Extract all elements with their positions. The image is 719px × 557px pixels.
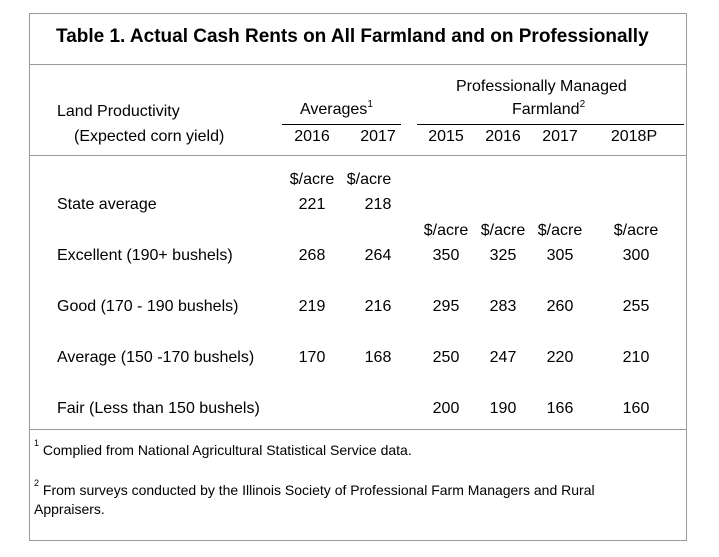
footnote-1-mark: 1: [34, 438, 40, 448]
header-prof-line1: Professionally Managed: [456, 78, 627, 95]
cell-avg-2016: 219: [298, 298, 326, 315]
averages-underline: [282, 124, 401, 125]
unit-prof-2015: $/acre: [423, 222, 469, 239]
cell-prof-2018: 160: [622, 400, 650, 417]
rule-bottom: [30, 429, 686, 430]
header-averages: Averages1: [300, 99, 373, 118]
unit-prof-2018: $/acre: [613, 222, 659, 239]
row-label: Good (170 - 190 bushels): [57, 298, 239, 315]
cell-avg-2017: 218: [364, 196, 392, 213]
row-label: Fair (Less than 150 bushels): [57, 400, 260, 417]
rule-top: [30, 64, 686, 65]
header-expected-yield: (Expected corn yield): [74, 128, 225, 145]
cell-prof-2016: 247: [489, 349, 517, 366]
row-label: Average (150 -170 bushels): [57, 349, 255, 366]
cell-prof-2017: 166: [546, 400, 574, 417]
cell-prof-2015: 250: [432, 349, 460, 366]
year-prof-2016: 2016: [485, 128, 521, 145]
cell-avg-2017: 216: [364, 298, 392, 315]
footnote-2-mark: 2: [34, 478, 40, 488]
cell-avg-2016: 268: [298, 247, 326, 264]
averages-footnote-mark: 1: [367, 99, 373, 110]
cell-prof-2016: 325: [489, 247, 517, 264]
row-label: Excellent (190+ bushels): [57, 247, 233, 264]
year-avg-2016: 2016: [294, 128, 330, 145]
row-label: State average: [57, 196, 157, 213]
table-title: Table 1. Actual Cash Rents on All Farmla…: [56, 26, 649, 47]
cell-prof-2017: 305: [546, 247, 574, 264]
prof-underline: [417, 124, 684, 125]
unit-avg-2016: $/acre: [289, 171, 335, 188]
cell-avg-2016: 170: [298, 349, 326, 366]
unit-prof-2017: $/acre: [537, 222, 583, 239]
year-prof-2018: 2018P: [610, 128, 658, 145]
header-prof-line2: Farmland2: [512, 99, 586, 118]
cell-avg-2017: 168: [364, 349, 392, 366]
cell-prof-2018: 210: [622, 349, 650, 366]
cell-avg-2016: 221: [298, 196, 326, 213]
footnote-1: 1 Complied from National Agricultural St…: [34, 438, 412, 458]
cell-prof-2015: 200: [432, 400, 460, 417]
unit-avg-2017: $/acre: [346, 171, 392, 188]
cell-prof-2018: 300: [622, 247, 650, 264]
footnote-2: 2 From surveys conducted by the Illinois…: [34, 478, 595, 498]
table-frame: [29, 13, 687, 541]
cell-prof-2015: 295: [432, 298, 460, 315]
cell-avg-2017: 264: [364, 247, 392, 264]
year-prof-2017: 2017: [542, 128, 578, 145]
cell-prof-2018: 255: [622, 298, 650, 315]
cell-prof-2015: 350: [432, 247, 460, 264]
cell-prof-2017: 260: [546, 298, 574, 315]
footnote-2-cont: Appraisers.: [34, 501, 105, 517]
header-land-productivity: Land Productivity: [57, 103, 180, 120]
cell-prof-2016: 283: [489, 298, 517, 315]
year-avg-2017: 2017: [360, 128, 396, 145]
year-prof-2015: 2015: [428, 128, 464, 145]
cell-prof-2016: 190: [489, 400, 517, 417]
cell-prof-2017: 220: [546, 349, 574, 366]
rule-header: [30, 155, 686, 156]
prof-footnote-mark: 2: [579, 99, 586, 110]
unit-prof-2016: $/acre: [480, 222, 526, 239]
